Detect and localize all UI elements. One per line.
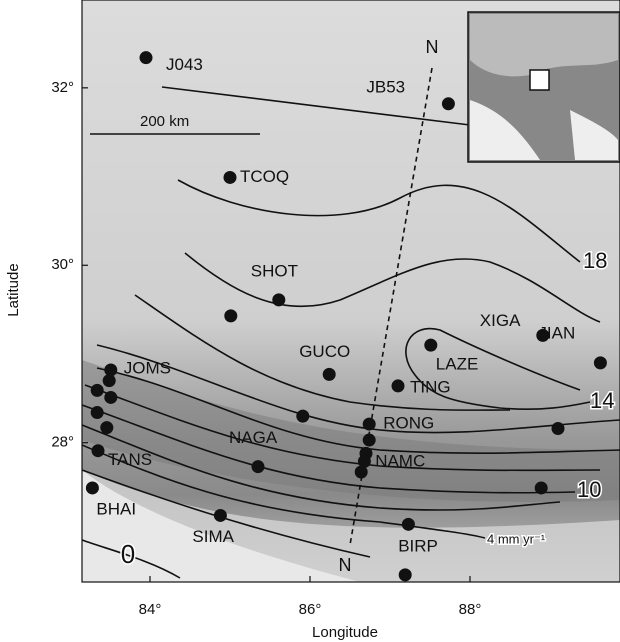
map-figure: 200 km N N Longitude Latitude 84° 86° 88° 2… [0, 0, 620, 642]
gps-station [86, 481, 99, 494]
contour-label: 18 [583, 248, 607, 273]
station-label: TANS [108, 450, 152, 469]
scale-bar-label: 200 km [140, 113, 189, 130]
inset-map [468, 12, 620, 162]
contour-label: 14 [590, 388, 614, 413]
gps-station [442, 97, 455, 110]
gps-station [552, 422, 565, 435]
gps-station [224, 309, 237, 322]
x-tick-label: 88° [459, 601, 482, 618]
gps-station [296, 410, 309, 423]
station-label: JIAN [538, 323, 575, 342]
gps-station [323, 368, 336, 381]
gps-station [399, 568, 412, 581]
profile-end-label: N [426, 37, 439, 57]
station-label: LAZE [436, 355, 479, 374]
gps-station [92, 444, 105, 457]
station-label: XIGA [480, 311, 521, 330]
station-label: NAGA [229, 428, 278, 447]
y-tick-label: 28° [51, 434, 74, 451]
profile-end-label: N [339, 555, 352, 575]
gps-station [535, 481, 548, 494]
y-tick-label: 32° [51, 79, 74, 96]
x-tick-label: 86° [299, 601, 322, 618]
station-label: TCOQ [240, 167, 289, 186]
station-label: RONG [383, 414, 434, 433]
station-label: SIMA [192, 527, 234, 546]
gps-station [355, 465, 368, 478]
contour-label: 10 [577, 477, 601, 502]
station-label: J043 [166, 55, 203, 74]
gps-station [104, 391, 117, 404]
contour-label: 4 mm yr⁻¹ [487, 531, 546, 546]
station-label: BIRP [398, 536, 438, 555]
gps-station [91, 406, 104, 419]
x-axis-title: Longitude [312, 624, 378, 641]
gps-station [214, 509, 227, 522]
y-tick-label: 30° [51, 256, 74, 273]
station-label: NAMC [375, 451, 425, 470]
gps-station [424, 339, 437, 352]
station-label: GUCO [299, 342, 350, 361]
station-label: JB53 [366, 77, 405, 96]
gps-station [103, 374, 116, 387]
station-label: JOMS [124, 358, 171, 377]
station-label: TING [410, 377, 451, 396]
gps-station [402, 518, 415, 531]
station-label: SHOT [251, 261, 298, 280]
y-axis-title: Latitude [5, 263, 22, 316]
gps-station [594, 356, 607, 369]
gps-station [272, 293, 285, 306]
gps-station [140, 51, 153, 64]
gps-station [252, 460, 265, 473]
gps-station [100, 421, 113, 434]
gps-station [91, 384, 104, 397]
station-label: BHAI [96, 499, 136, 518]
gps-station [224, 171, 237, 184]
contour-label: 0 [121, 539, 135, 569]
gps-station [363, 418, 376, 431]
gps-station [363, 434, 376, 447]
x-tick-label: 84° [139, 601, 162, 618]
gps-station [392, 379, 405, 392]
